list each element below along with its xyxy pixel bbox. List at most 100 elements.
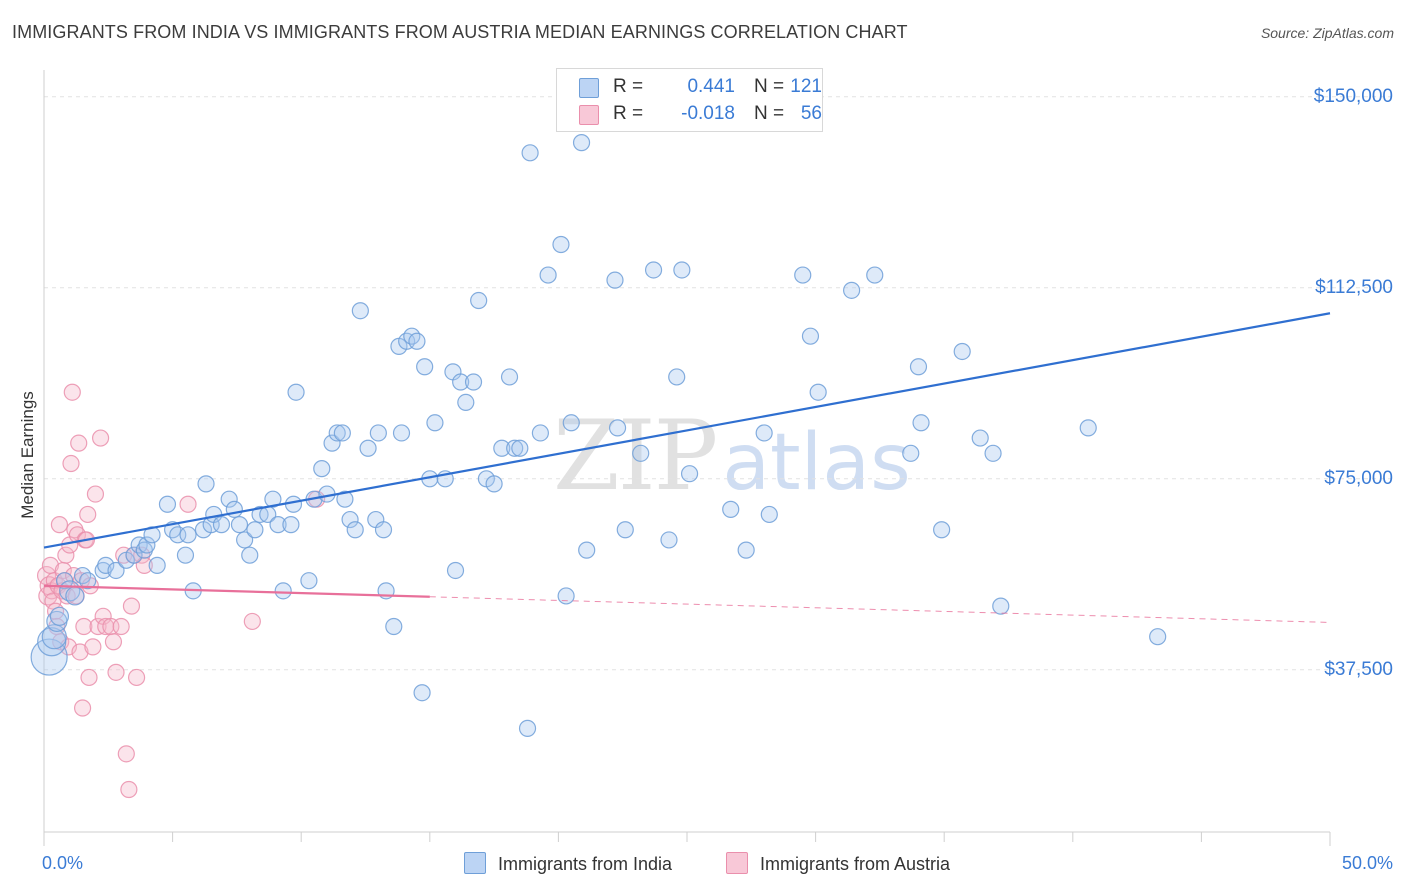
india-point xyxy=(737,541,755,559)
austria-point xyxy=(112,617,130,636)
india-point xyxy=(572,134,591,152)
legend-r-value-india: 0.441 xyxy=(687,76,735,97)
bottom-legend-swatch-austria xyxy=(726,852,748,874)
austria-trend-line xyxy=(43,584,430,598)
austria-points xyxy=(36,383,326,799)
india-point xyxy=(374,521,393,539)
legend-n-value-india: 121 xyxy=(790,76,822,97)
india-point xyxy=(1079,419,1097,437)
austria-point xyxy=(122,597,141,615)
bottom-legend-label-austria: Immigrants from Austria xyxy=(760,854,951,874)
india-point xyxy=(49,606,70,626)
chart-title: IMMIGRANTS FROM INDIA VS IMMIGRANTS FROM… xyxy=(12,22,908,42)
india-point xyxy=(179,526,197,544)
india-point xyxy=(562,414,580,432)
india-point xyxy=(197,475,215,493)
india-points xyxy=(30,134,1167,737)
austria-point xyxy=(135,556,153,574)
y-tick-150000: $150,000 xyxy=(1313,86,1393,107)
india-point xyxy=(809,383,827,401)
india-point xyxy=(125,546,143,564)
india-point xyxy=(351,302,369,320)
india-point xyxy=(866,266,884,284)
india-point xyxy=(616,521,634,539)
austria-point xyxy=(70,434,88,452)
india-point xyxy=(518,719,537,737)
austria-point xyxy=(107,663,125,681)
india-point xyxy=(336,490,354,508)
india-point xyxy=(416,358,434,376)
austria-point xyxy=(73,699,92,717)
india-point xyxy=(606,271,624,289)
source-label: Source: ZipAtlas.com xyxy=(1260,25,1394,41)
austria-point xyxy=(127,668,146,687)
india-point xyxy=(346,521,364,539)
india-point xyxy=(500,368,519,386)
legend-n-label: N = xyxy=(754,103,785,124)
india-point xyxy=(107,561,125,580)
legend-r-label: R = xyxy=(613,76,644,97)
india-point xyxy=(264,490,282,508)
austria-point xyxy=(57,546,75,564)
india-point xyxy=(413,684,431,702)
bottom-legend-austria: Immigrants from Austria xyxy=(726,852,950,875)
watermark-zip: ZIP xyxy=(553,400,718,512)
austria-point xyxy=(243,612,261,631)
india-point xyxy=(73,566,92,585)
india-point xyxy=(236,531,254,549)
legend-swatch-austria xyxy=(579,105,599,125)
india-point xyxy=(953,342,971,361)
gridlines xyxy=(44,96,1396,671)
india-point xyxy=(933,521,951,539)
india-point xyxy=(328,424,346,442)
india-point xyxy=(212,516,231,534)
india-point xyxy=(158,495,177,513)
bottom-legend-label-india: Immigrants from India xyxy=(498,854,673,874)
india-point xyxy=(97,556,115,574)
india-point xyxy=(241,546,259,564)
y-tick-112500: $112,500 xyxy=(1315,277,1393,298)
y-tick-37500: $37,500 xyxy=(1324,659,1393,680)
austria-point xyxy=(62,454,80,473)
india-point xyxy=(287,383,305,401)
india-point xyxy=(148,556,166,574)
india-point xyxy=(902,444,920,462)
india-point xyxy=(282,516,300,534)
india-point xyxy=(274,582,292,600)
india-point xyxy=(632,444,650,462)
india-point xyxy=(369,424,387,442)
india-point xyxy=(464,373,483,391)
india-point xyxy=(79,572,97,590)
india-point xyxy=(1149,628,1167,646)
india-point xyxy=(521,144,539,162)
india-point xyxy=(385,617,403,636)
austria-point xyxy=(50,516,69,534)
india-point xyxy=(485,475,503,493)
watermark-atlas: atlas xyxy=(722,418,911,508)
austria-point xyxy=(86,485,105,503)
india-point xyxy=(65,586,85,606)
india-point xyxy=(992,597,1010,615)
india-point xyxy=(971,429,989,447)
austria-point xyxy=(71,643,89,661)
y-tick-75000: $75,000 xyxy=(1324,468,1393,489)
austria-point xyxy=(80,668,98,687)
india-point xyxy=(511,439,529,457)
bottom-legend-india: Immigrants from India xyxy=(464,852,672,875)
india-point xyxy=(668,368,686,386)
india-point xyxy=(138,536,156,554)
india-point xyxy=(673,261,691,279)
india-point xyxy=(470,291,488,310)
x-tick-max: 50.0% xyxy=(1341,853,1393,873)
india-point xyxy=(493,439,511,457)
india-point xyxy=(506,439,524,457)
legend-r-label: R = xyxy=(613,103,644,124)
india-point xyxy=(452,373,470,391)
austria-point xyxy=(79,505,97,524)
india-point xyxy=(912,414,930,432)
india-point xyxy=(660,531,678,549)
india-point xyxy=(680,465,699,483)
india-point xyxy=(246,521,264,539)
y-axis-label: Median Earnings xyxy=(18,391,37,519)
legend-r-value-austria: -0.018 xyxy=(681,103,735,124)
